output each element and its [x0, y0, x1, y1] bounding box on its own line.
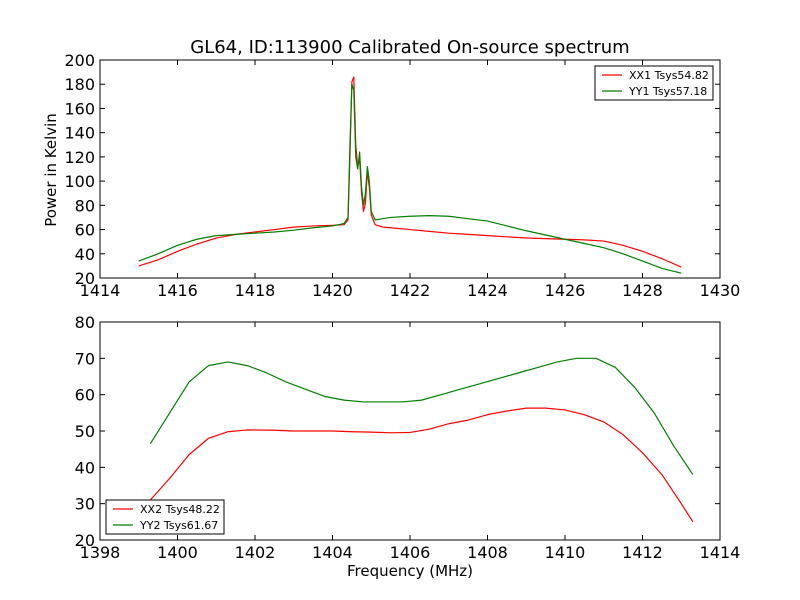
- x-tick-label: 1410: [545, 543, 586, 562]
- y-tick-label: 20: [75, 269, 95, 288]
- x-tick-label: 1408: [467, 543, 508, 562]
- bottom-panel: 1398 1400 1402 1404 1406 1408 1410 1412 1414 20 30…: [75, 313, 741, 562]
- series-line-yy2: [149, 357, 694, 475]
- x-tick-label: 1400: [157, 543, 198, 562]
- top-panel: 1414 1416 1418 1420 1422 1424 1426 1428 1430 20 40…: [64, 51, 740, 300]
- y-tick-label: 100: [64, 172, 95, 191]
- y-tick-label: 180: [64, 75, 95, 94]
- legend: XX2 Tsys48.22 YY2 Tsys61.67: [105, 499, 225, 535]
- legend-box: [594, 65, 714, 101]
- y-tick-label: 40: [75, 458, 95, 477]
- x-tick-label: 1406: [390, 543, 431, 562]
- x-tick-label: 1424: [467, 281, 508, 300]
- x-tick-label: 1422: [390, 281, 431, 300]
- series-line-xx1: [138, 76, 682, 268]
- x-tick-label: 1414: [80, 281, 121, 300]
- series-line-xx2: [149, 407, 694, 523]
- x-tick-label: 1426: [545, 281, 586, 300]
- legend-label: XX1 Tsys54.82: [629, 69, 709, 82]
- legend-label: XX2 Tsys48.22: [140, 503, 220, 516]
- figure-title: GL64, ID:113900 Calibrated On-source spe…: [190, 37, 629, 58]
- legend-label: YY1 Tsys57.18: [628, 85, 707, 98]
- y-tick-label: 80: [75, 313, 95, 332]
- legend: XX1 Tsys54.82 YY1 Tsys57.18: [594, 65, 714, 101]
- y-tick-label: 50: [75, 422, 95, 441]
- y-tick-label: 40: [75, 245, 95, 264]
- y-tick-label: 80: [75, 196, 95, 215]
- x-axis-label: Frequency (MHz): [347, 562, 473, 580]
- y-tick-label: 160: [64, 99, 95, 118]
- x-tick-label: 1412: [622, 543, 663, 562]
- y-tick-label: 30: [75, 495, 95, 514]
- legend-label: YY2 Tsys61.67: [139, 519, 218, 532]
- legend-box: [105, 499, 225, 535]
- y-tick-label: 200: [64, 51, 95, 70]
- y-tick-label: 20: [75, 531, 95, 550]
- x-tick-label: 1416: [157, 281, 198, 300]
- x-tick-label: 1402: [235, 543, 276, 562]
- series-line-yy1: [138, 83, 682, 274]
- y-tick-label: 70: [75, 349, 95, 368]
- x-tick-label: 1414: [700, 543, 741, 562]
- y-tick-label: 60: [75, 386, 95, 405]
- x-tick-label: 1430: [700, 281, 741, 300]
- x-tick-label: 1420: [312, 281, 353, 300]
- y-axis-label: Power in Kelvin: [42, 113, 60, 227]
- x-tick-label: 1398: [80, 543, 121, 562]
- x-tick-label: 1404: [312, 543, 353, 562]
- x-tick-label: 1418: [235, 281, 276, 300]
- x-tick-label: 1428: [622, 281, 663, 300]
- y-tick-label: 120: [64, 148, 95, 167]
- y-tick-label: 60: [75, 221, 95, 240]
- y-tick-label: 140: [64, 124, 95, 143]
